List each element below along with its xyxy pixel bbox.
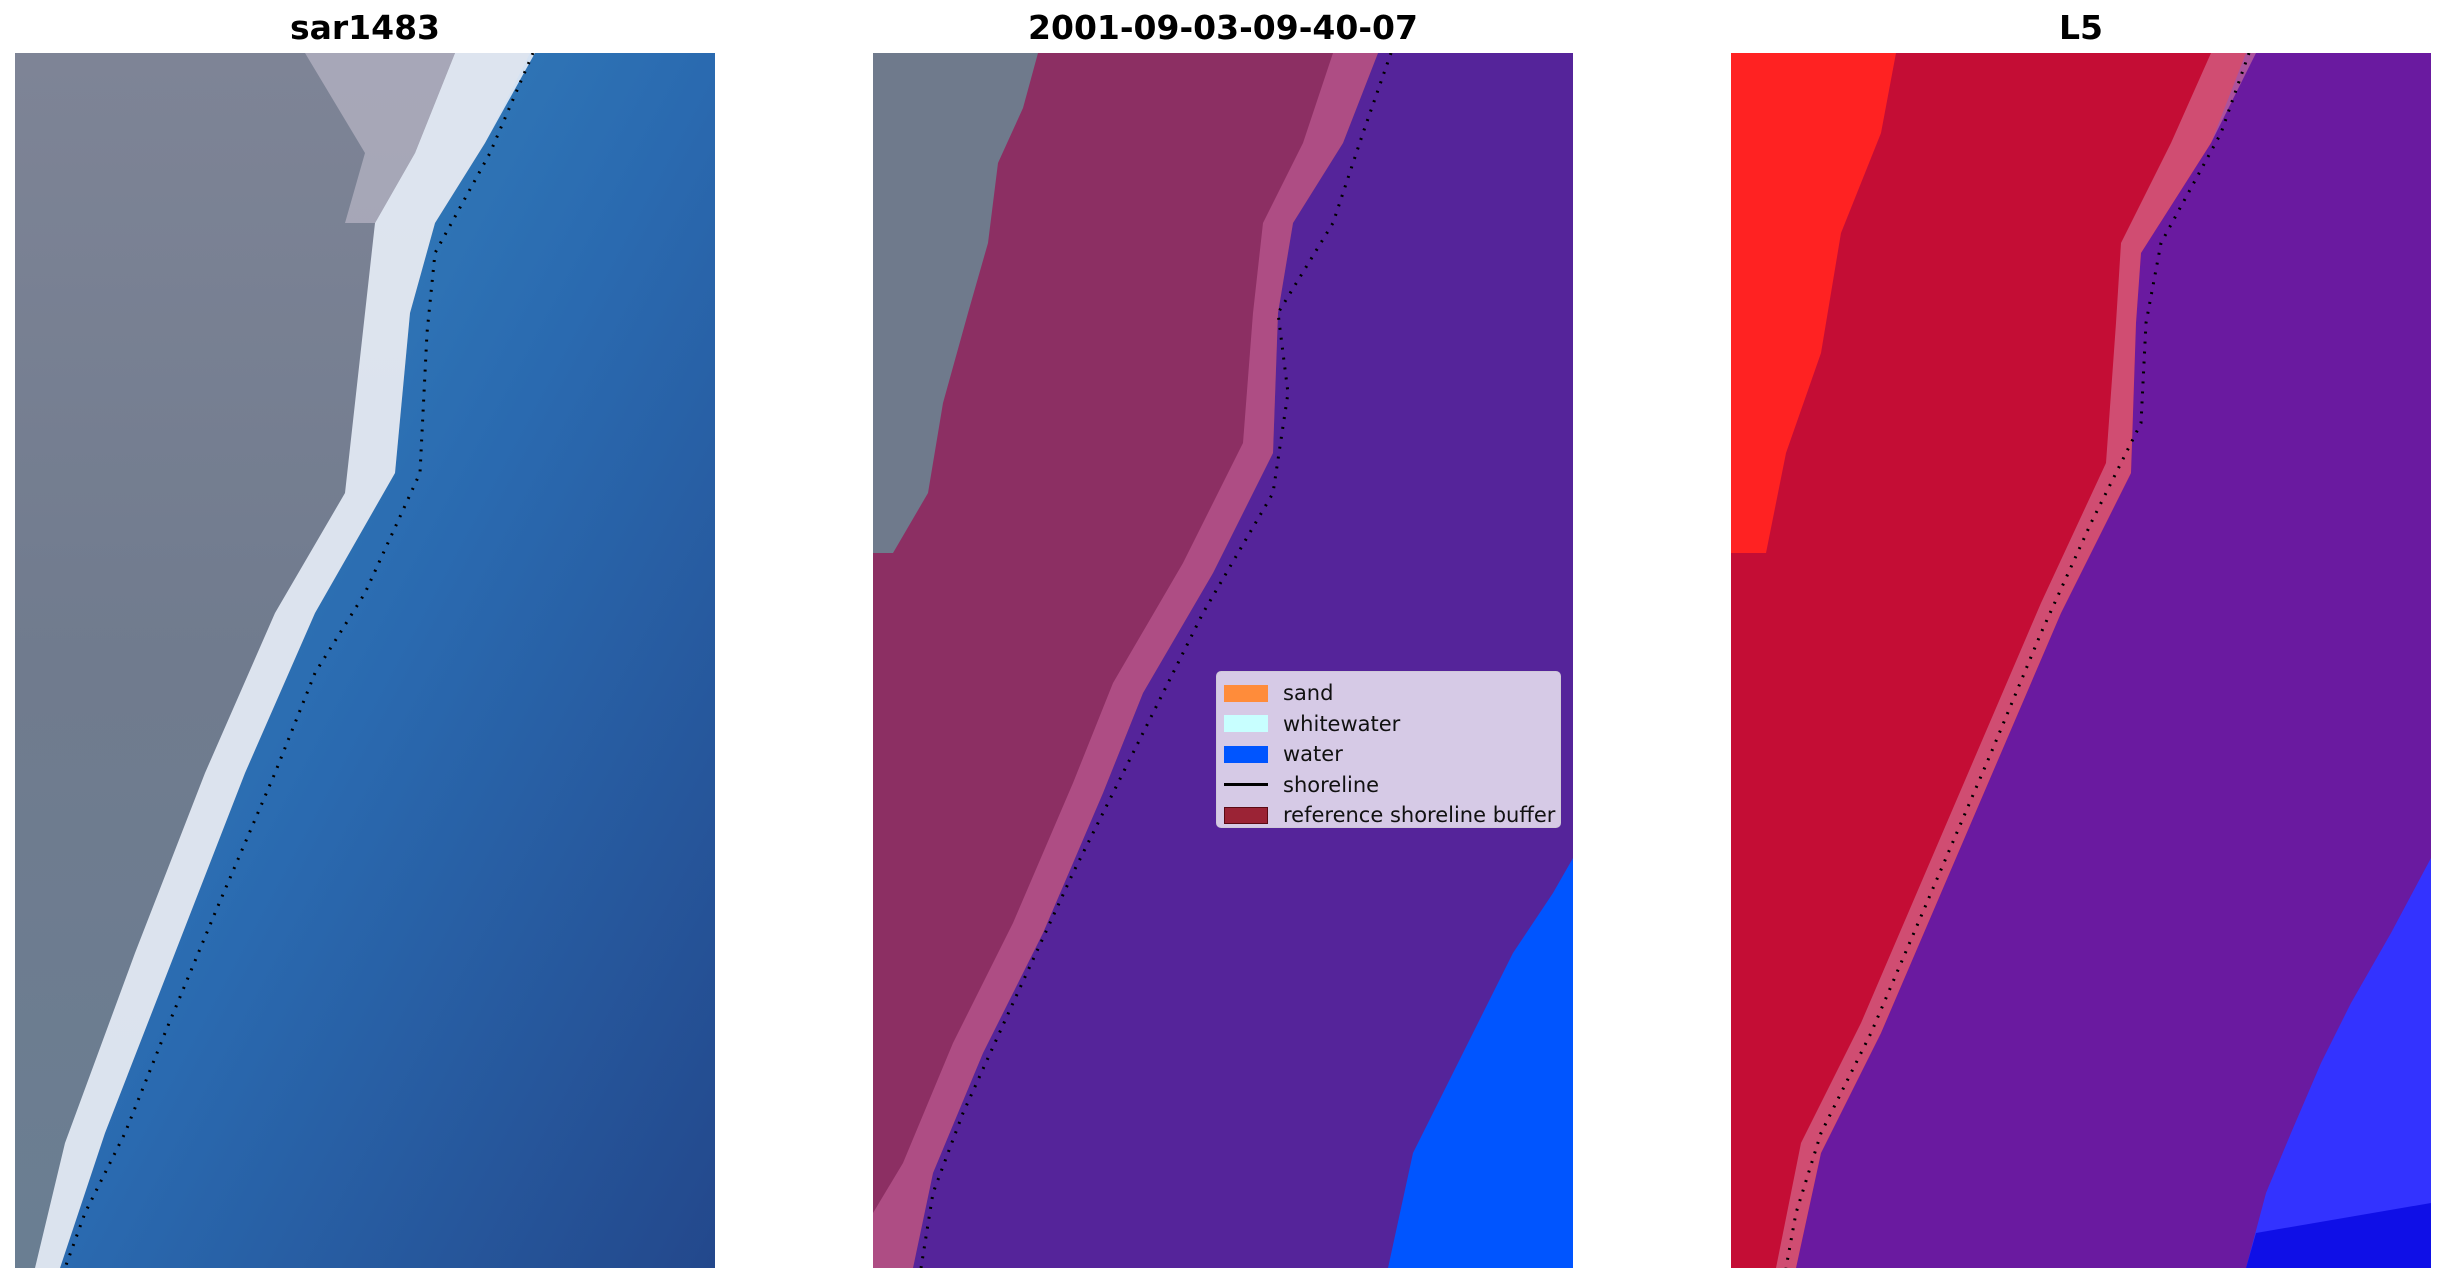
- legend-item-buffer: reference shoreline buffer: [1217, 800, 1560, 831]
- land-class: [873, 53, 1038, 553]
- index-panel: [1731, 53, 2431, 1268]
- legend-item-whitewater: whitewater: [1217, 709, 1560, 740]
- legend: sand whitewater water shoreline referenc…: [1216, 671, 1561, 828]
- water-swatch: [1224, 745, 1268, 763]
- surf-zone: [35, 53, 535, 1268]
- sand-swatch: [1224, 684, 1268, 702]
- buffer-light-class: [873, 53, 1378, 1268]
- classification-image: [873, 53, 1573, 1268]
- shoreline: [1784, 53, 2251, 1268]
- legend-label-sand: sand: [1283, 681, 1334, 706]
- index-image: [1731, 53, 2431, 1268]
- shoreline-line-swatch: [1224, 783, 1268, 787]
- legend-label-shoreline: shoreline: [1283, 772, 1380, 797]
- water-blue-class: [1388, 858, 1573, 1268]
- legend-label-buffer: reference shoreline buffer: [1283, 803, 1556, 828]
- legend-label-water: water: [1283, 742, 1343, 767]
- legend-item-sand: sand: [1217, 678, 1560, 709]
- buffer-swatch: [1224, 806, 1268, 824]
- panel-title-1: sar1483: [289, 8, 441, 47]
- rgb-image-panel: [15, 53, 715, 1268]
- shoreline: [919, 53, 1393, 1268]
- classification-panel: [873, 53, 1573, 1268]
- panel-title-3: L5: [2059, 8, 2103, 47]
- legend-label-whitewater: whitewater: [1283, 711, 1401, 736]
- water-area: [60, 53, 715, 1268]
- blue-region: [2246, 858, 2431, 1268]
- legend-item-water: water: [1217, 739, 1560, 770]
- whitewater-swatch: [1224, 715, 1268, 733]
- panel-title-2: 2001-09-03-09-40-07: [1028, 8, 1418, 47]
- bright-red-region: [1731, 53, 1896, 553]
- rgb-image: [15, 53, 715, 1268]
- legend-item-shoreline: shoreline: [1217, 770, 1560, 801]
